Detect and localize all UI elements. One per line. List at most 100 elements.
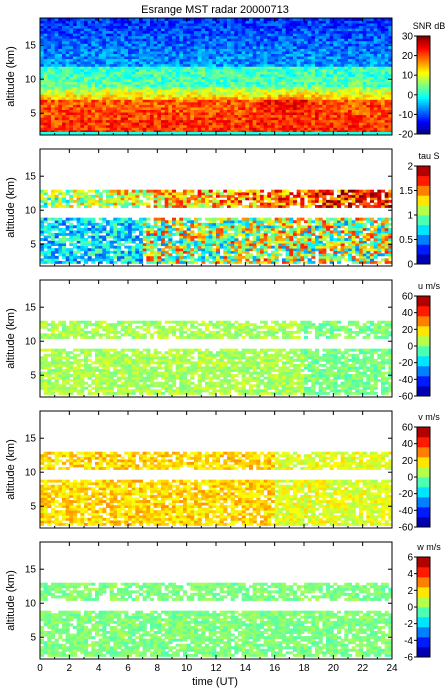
heatmap-cell: [76, 197, 81, 201]
heatmap-cell: [65, 53, 70, 57]
heatmap-cell: [131, 63, 136, 67]
heatmap-cell: [146, 94, 151, 98]
heatmap-cell: [293, 45, 298, 49]
heatmap-cell: [161, 84, 166, 88]
heatmap-cell: [157, 45, 162, 49]
heatmap-cell: [106, 119, 111, 123]
heatmap-cell: [315, 107, 320, 110]
heatmap-cell: [329, 38, 334, 42]
heatmap-cell: [98, 194, 103, 198]
heatmap-cell: [113, 68, 118, 72]
heatmap-cell: [73, 43, 78, 47]
heatmap-cell: [197, 129, 202, 133]
heatmap-cell: [91, 56, 96, 60]
heatmap-cell: [348, 101, 353, 105]
heatmap-cell: [120, 23, 125, 27]
heatmap-cell: [366, 53, 371, 57]
heatmap-cell: [197, 112, 202, 116]
heatmap-cell: [263, 94, 268, 98]
heatmap-cell: [256, 35, 261, 39]
heatmap-cell: [381, 40, 386, 44]
heatmap-cell: [278, 38, 283, 42]
heatmap-cell: [58, 81, 63, 85]
heatmap-cell: [76, 232, 81, 236]
heatmap-cell: [40, 48, 45, 52]
colorbar-segment: [417, 98, 430, 101]
heatmap-cell: [333, 48, 338, 52]
heatmap-cell: [73, 243, 78, 247]
heatmap-cell: [186, 124, 191, 128]
heatmap-cell: [113, 61, 118, 65]
heatmap-cell: [282, 56, 287, 60]
heatmap-cell: [73, 89, 78, 93]
heatmap-cell: [351, 129, 356, 133]
heatmap-cell: [98, 225, 103, 229]
heatmap-cell: [51, 238, 56, 241]
heatmap-cell: [65, 192, 70, 196]
heatmap-cell: [285, 104, 290, 108]
heatmap-cell: [102, 58, 107, 62]
heatmap-cell: [293, 48, 298, 52]
heatmap-cell: [311, 101, 316, 105]
heatmap-cell: [161, 66, 166, 70]
heatmap-cell: [307, 79, 312, 82]
heatmap-cell: [362, 53, 367, 57]
heatmap-cell: [164, 104, 169, 108]
heatmap-cell: [337, 76, 342, 80]
heatmap-cell: [238, 91, 243, 95]
heatmap-cell: [131, 66, 136, 70]
heatmap-cell: [109, 48, 114, 52]
heatmap-cell: [62, 79, 67, 82]
heatmap-cell: [194, 124, 199, 128]
heatmap-cell: [106, 260, 111, 264]
heatmap-cell: [337, 56, 342, 60]
heatmap-cell: [113, 199, 118, 203]
heatmap-cell: [54, 260, 59, 264]
heatmap-cell: [256, 122, 261, 126]
heatmap-cell: [40, 63, 45, 67]
heatmap-cell: [388, 89, 393, 93]
heatmap-cell: [337, 107, 342, 110]
heatmap-cell: [318, 117, 323, 121]
heatmap-cell: [102, 112, 107, 116]
heatmap-cell: [362, 117, 367, 121]
heatmap-cell: [73, 194, 78, 198]
heatmap-cell: [384, 23, 389, 27]
heatmap-cell: [117, 63, 122, 67]
heatmap-cell: [340, 63, 345, 67]
heatmap-cell: [40, 189, 45, 193]
heatmap-cell: [80, 124, 85, 128]
heatmap-cell: [168, 51, 173, 55]
heatmap-cell: [219, 91, 224, 95]
heatmap-cell: [362, 18, 367, 21]
heatmap-cell: [40, 25, 45, 29]
heatmap-cell: [285, 96, 290, 100]
heatmap-cell: [205, 73, 210, 77]
heatmap-cell: [117, 33, 122, 37]
heatmap-cell: [142, 56, 147, 60]
heatmap-cell: [249, 96, 254, 100]
heatmap-cell: [98, 217, 103, 221]
heatmap-cell: [373, 45, 378, 49]
heatmap-cell: [113, 51, 118, 55]
heatmap-cell: [351, 38, 356, 42]
heatmap-cell: [212, 40, 217, 44]
heatmap-cell: [216, 61, 221, 65]
heatmap-cell: [69, 112, 74, 116]
heatmap-cell: [131, 33, 136, 37]
heatmap-cell: [212, 35, 217, 39]
heatmap-cell: [241, 20, 246, 24]
heatmap-cell: [271, 114, 276, 118]
heatmap-cell: [87, 53, 92, 57]
heatmap-cell: [146, 18, 151, 21]
heatmap-cell: [337, 79, 342, 82]
heatmap-cell: [109, 222, 114, 226]
heatmap-cell: [333, 107, 338, 110]
heatmap-cell: [318, 33, 323, 37]
heatmap-cell: [157, 99, 162, 103]
heatmap-cell: [40, 51, 45, 55]
heatmap-cell: [117, 220, 122, 224]
heatmap-cell: [252, 96, 257, 100]
heatmap-cell: [117, 86, 122, 90]
